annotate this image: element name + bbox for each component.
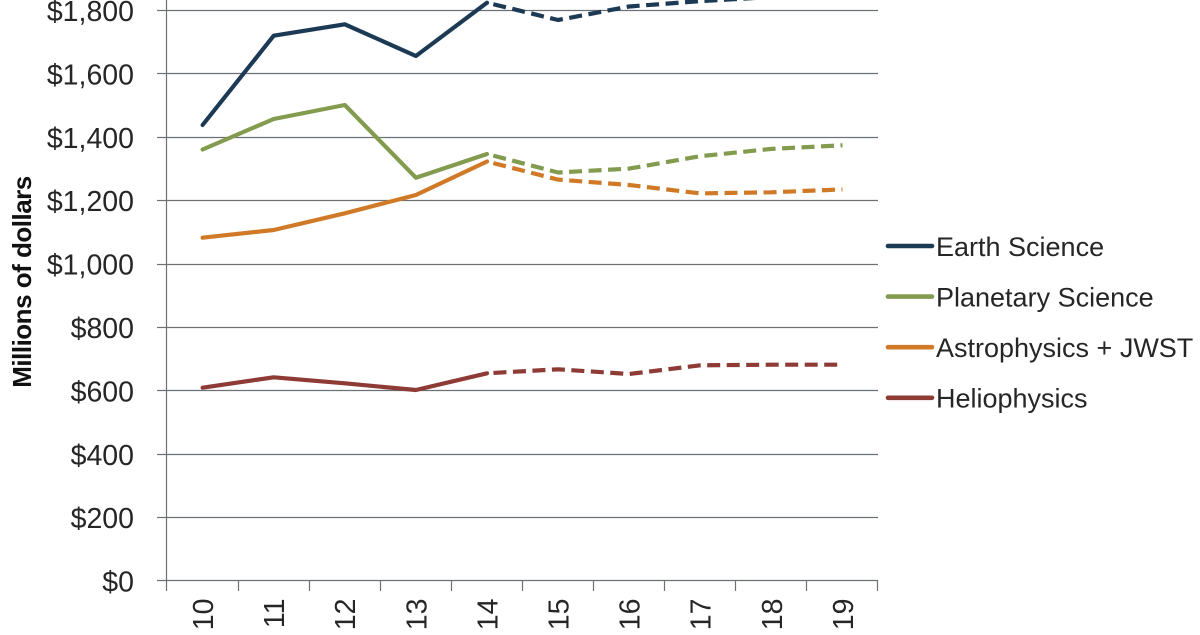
svg-text:$1,600: $1,600 [47, 59, 134, 91]
svg-text:11: 11 [259, 599, 291, 629]
svg-text:$200: $200 [71, 503, 134, 535]
svg-text:$600: $600 [71, 376, 134, 408]
svg-text:$1,800: $1,800 [47, 0, 134, 28]
svg-text:Astrophysics + JWST: Astrophysics + JWST [936, 333, 1193, 363]
svg-text:14: 14 [472, 598, 504, 630]
svg-text:18: 18 [757, 599, 789, 631]
svg-text:19: 19 [828, 599, 860, 631]
svg-text:$1,400: $1,400 [47, 123, 134, 155]
svg-text:17: 17 [686, 599, 718, 631]
svg-text:13: 13 [401, 599, 433, 631]
svg-text:$400: $400 [71, 440, 134, 472]
svg-text:$800: $800 [71, 313, 134, 345]
svg-text:15: 15 [544, 599, 576, 631]
svg-text:Earth Science: Earth Science [936, 232, 1104, 262]
svg-text:10: 10 [188, 599, 220, 631]
svg-text:Heliophysics: Heliophysics [936, 384, 1088, 414]
svg-text:12: 12 [330, 599, 362, 631]
svg-text:$1,000: $1,000 [47, 250, 134, 282]
svg-text:$0: $0 [102, 566, 134, 598]
svg-text:Planetary Science: Planetary Science [936, 282, 1154, 312]
svg-text:Millions of dollars: Millions of dollars [7, 176, 37, 388]
svg-text:$1,200: $1,200 [47, 186, 134, 218]
svg-text:16: 16 [615, 599, 647, 631]
